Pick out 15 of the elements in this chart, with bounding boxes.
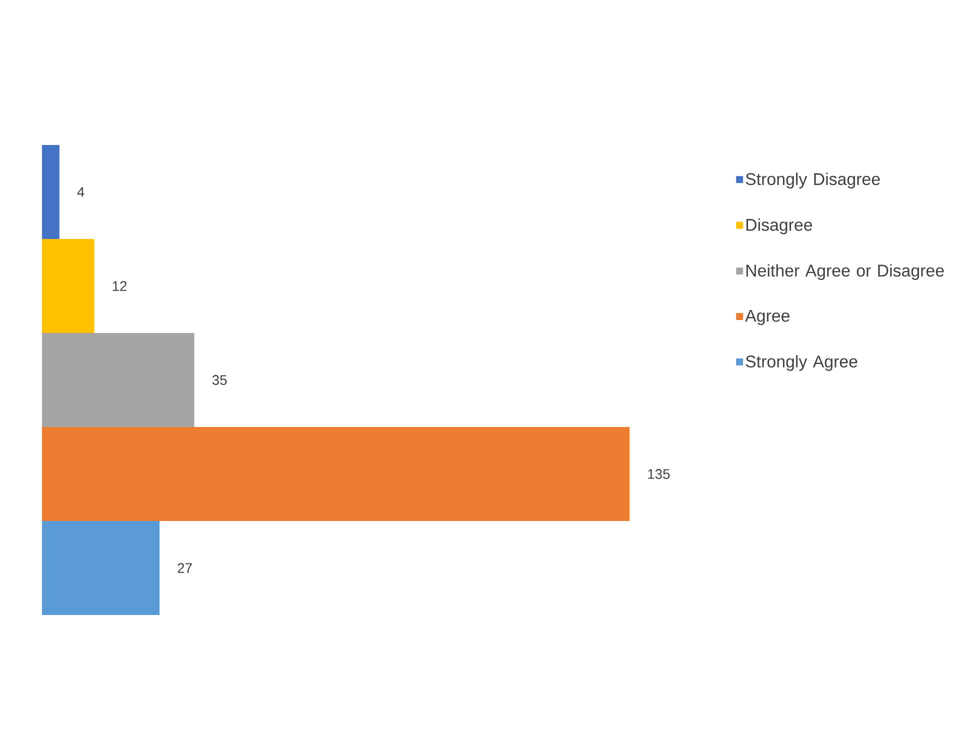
- legend-label: Strongly Agree: [746, 355, 858, 371]
- data-label: 4: [77, 187, 84, 197]
- legend-label: Neither Agree or Disagree: [746, 264, 944, 280]
- data-label: 135: [648, 469, 670, 479]
- legend-label: Disagree: [746, 218, 812, 234]
- bar: [42, 239, 94, 333]
- data-label: 35: [212, 375, 227, 385]
- bar: [42, 333, 194, 427]
- data-label: 12: [112, 281, 127, 291]
- legend-label: Agree: [745, 310, 790, 326]
- data-label: 27: [178, 563, 192, 573]
- legend-label: Strongly Disagree: [746, 172, 880, 188]
- bar: [42, 427, 630, 521]
- bar: [42, 145, 60, 239]
- bar: [42, 521, 160, 615]
